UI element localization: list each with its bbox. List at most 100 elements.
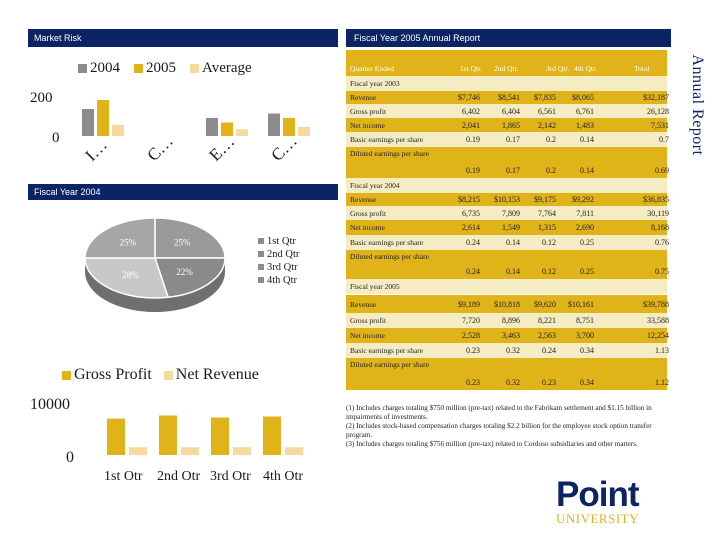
table-cell: 0.25 [580,238,594,247]
pie-label: 22% [176,267,193,277]
pie-slice-1st-qtr [154,217,226,259]
table-cell: 0.14 [506,267,520,276]
legend-gross-profit: Gross Profit [74,366,152,383]
legend-average: Average [202,60,252,76]
table-cell: 0.76 [655,238,669,247]
table-cell: 0.34 [580,378,594,387]
table-cell: $7,835 [534,93,556,102]
x-tick-label: C… [267,131,300,164]
bar-average [298,127,310,136]
table-cell: $9,189 [458,300,480,309]
bar-gross-profit [159,415,177,455]
bar-gross-profit [211,417,229,455]
bottom-y-tick-10000: 10000 [30,396,70,413]
row-label: Diluted earnings per share [350,360,429,369]
table-cell: 30,119 [647,209,669,218]
footnote-2: (2) Includes stock-based compensation ch… [346,422,652,439]
annual-report-title: Fiscal Year 2005 Annual Report [354,33,481,43]
table-cell: 33,588 [647,316,669,325]
table-cell: 6,404 [502,107,520,116]
table-cell: 7,811 [576,209,594,218]
row-label: Net income [350,223,385,232]
table-cell: 0.23 [466,346,480,355]
bar-net-revenue [129,447,147,455]
col-total: Total [634,64,650,73]
row-label: Revenue [350,300,377,309]
col-q3: 3rd Qtr. [546,64,570,73]
table-cell: $8,541 [498,93,520,102]
x-tick-label: 4th Qtr [263,469,303,480]
bar-2005 [97,100,109,136]
table-cell: 7,531 [651,121,669,130]
table-cell: 0.14 [506,238,520,247]
table-cell: 8,221 [538,316,556,325]
table-cell: 2,563 [538,331,556,340]
bar-2005 [221,122,233,136]
point-university-logo: Point UNIVERSITY [556,477,674,526]
bar-average [236,129,248,136]
row-label: Diluted earnings per share [350,149,429,158]
table-cell: 3,463 [502,331,520,340]
market-risk-title: Market Risk [34,33,82,43]
table-cell: 1,483 [576,121,594,130]
logo-sub: UNIVERSITY [556,511,639,526]
table-cell: $10,818 [494,300,520,309]
table-row: Gross profit 6,735 7,809 7,764 7,811 30,119 [346,206,669,220]
bar-2005 [283,118,295,136]
table-row: Diluted earnings per share 0.24 0.14 0.12 0.… [346,250,669,279]
pie-legend-q4: 4th Qtr [258,274,299,287]
table-cell: $8,065 [572,93,594,102]
top-y-tick-200: 200 [30,90,53,106]
bottom-bar-chart: 1st Qtr 2nd Qtr 3rd Qtr 4th Qtr [104,415,303,480]
table-row: Basic earnings per share 0.23 0.32 0.24 0.34… [346,343,669,358]
table-cell: 0.69 [655,166,669,175]
pie-label: 25% [174,237,191,247]
section-title-row: Fiscal year 2004 [346,178,667,193]
table-cell: 1,315 [538,223,556,232]
table-cell: 0.24 [466,267,480,276]
table-cell: 0.17 [506,135,520,144]
table-cell: 2,690 [576,223,594,232]
row-label: Revenue [350,195,377,204]
section-title-row: Fiscal year 2003 [346,76,667,91]
section-title-row: Fiscal year 2005 [346,279,667,294]
table-cell: $9,292 [572,195,594,204]
bar-gross-profit [107,418,125,455]
table-cell: $32,187 [643,93,669,102]
fiscal-year-2004-bar: Fiscal Year 2004 [28,184,338,200]
row-label: Diluted earnings per share [350,252,429,261]
row-label: Basic earnings per share [350,346,424,355]
table-cell: 8,751 [576,316,594,325]
side-title: Annual Report [689,54,706,156]
table-row: Gross profit 6,402 6,404 6,561 6,761 26,128 [346,104,669,118]
table-cell: 0.12 [542,238,556,247]
table-row: Net income 2,528 3,463 2,563 3,700 12,254 [346,328,669,343]
table-cell: 2,041 [462,121,480,130]
quarter-ended-label: Quarter Ended [350,64,394,73]
table-row: Basic earnings per share 0.24 0.14 0.12 0.25… [346,235,669,250]
table-cell: 2,614 [462,223,480,232]
row-label: Net income [350,331,385,340]
table-cell: 8,896 [502,316,520,325]
table-cell: 0.23 [542,378,556,387]
legend-net-revenue: Net Revenue [175,366,259,383]
x-tick-label: I… [81,135,110,164]
table-cell: 6,402 [462,107,480,116]
pie-legend-q3: 3rd Qtr [258,261,299,274]
table-cell: 0.32 [506,378,520,387]
table-row: Diluted earnings per share 0.19 0.17 0.2 0.1… [346,147,669,178]
row-label: Gross profit [350,209,387,218]
table-cell: 0.19 [466,135,480,144]
pie-side [85,258,225,312]
footnote-3: (3) Includes charges totaling $756 milli… [346,440,638,448]
table-cell: 7,764 [538,209,556,218]
table-cell: 26,128 [647,107,669,116]
section-title: Fiscal year 2003 [350,79,400,88]
annual-report-bar: Fiscal Year 2005 Annual Report [346,29,671,47]
table-cell: 0.2 [546,135,556,144]
bottom-chart-legend: Gross Profit Net Revenue [62,366,259,384]
section-title: Fiscal year 2005 [350,282,400,291]
table-cell: 12,254 [647,331,669,340]
bottom-y-tick-0: 0 [66,449,74,466]
legend-2005: 2005 [146,60,176,76]
